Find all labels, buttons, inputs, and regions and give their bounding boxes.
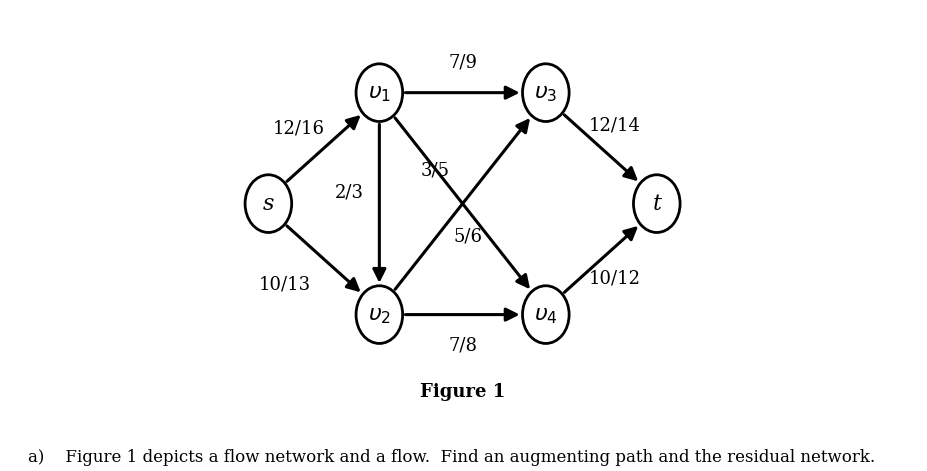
Text: 3/5: 3/5 xyxy=(420,162,450,179)
Ellipse shape xyxy=(245,175,292,233)
Text: 12/14: 12/14 xyxy=(590,117,641,135)
Ellipse shape xyxy=(356,286,402,343)
Text: s: s xyxy=(262,193,274,215)
Text: 5/6: 5/6 xyxy=(453,228,483,246)
Text: Figure 1: Figure 1 xyxy=(420,383,505,401)
Text: a)    Figure 1 depicts a flow network and a flow.  Find an augmenting path and t: a) Figure 1 depicts a flow network and a… xyxy=(28,449,875,466)
Ellipse shape xyxy=(356,64,402,122)
Text: 7/8: 7/8 xyxy=(448,336,477,354)
Text: $\upsilon_{2}$: $\upsilon_{2}$ xyxy=(368,304,391,325)
Ellipse shape xyxy=(523,64,569,122)
Text: $\upsilon_{4}$: $\upsilon_{4}$ xyxy=(534,304,558,325)
Text: 7/9: 7/9 xyxy=(448,53,477,71)
Text: 10/12: 10/12 xyxy=(590,269,641,287)
Text: 10/13: 10/13 xyxy=(259,275,311,293)
Text: 12/16: 12/16 xyxy=(273,120,324,138)
Ellipse shape xyxy=(523,286,569,343)
Text: $\upsilon_{3}$: $\upsilon_{3}$ xyxy=(534,81,557,104)
Ellipse shape xyxy=(633,175,680,233)
Text: t: t xyxy=(653,193,661,215)
Text: 2/3: 2/3 xyxy=(335,184,363,202)
Text: $\upsilon_{1}$: $\upsilon_{1}$ xyxy=(368,81,391,104)
